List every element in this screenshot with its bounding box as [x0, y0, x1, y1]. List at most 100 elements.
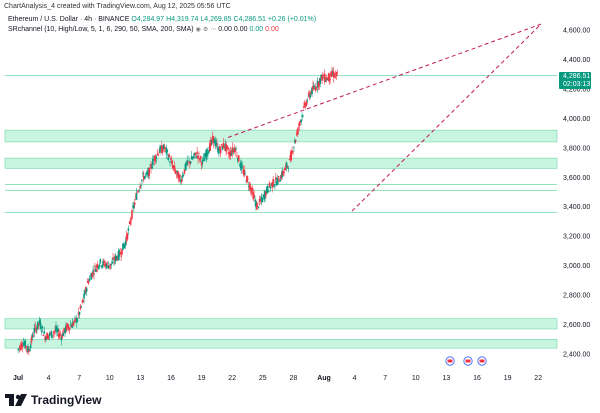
candle-body: [163, 147, 166, 149]
candle-body: [246, 175, 248, 183]
candle-body: [300, 119, 302, 123]
candle-body: [133, 202, 136, 205]
candle-body: [88, 278, 91, 281]
candle-body: [213, 138, 216, 144]
candle-body: [116, 257, 119, 260]
candle-body: [44, 336, 46, 341]
more-icon[interactable]: ⋯: [210, 27, 217, 33]
candle-body: [295, 133, 298, 136]
price-chart[interactable]: 4,600.00 4,400.00 4,200.00 4,000.00 3,800.00…: [0, 0, 600, 386]
candle-body: [247, 178, 249, 180]
candle-body: [191, 158, 194, 160]
candle-body: [57, 328, 59, 333]
price-axis: 4,600.00 4,400.00 4,200.00 4,000.00 3,800.00…: [563, 28, 590, 359]
candle-body: [33, 328, 36, 333]
price-tick-label: 3,200.00: [563, 234, 590, 241]
indicator-legend[interactable]: SRchannel (10, High/Low, 5, 1, 6, 290, 5…: [8, 26, 279, 33]
candle-body: [196, 151, 198, 154]
candle-body: [138, 190, 141, 191]
candle-body: [149, 165, 151, 166]
time-tick-label: 4: [353, 375, 357, 382]
candle-body: [179, 174, 181, 177]
candle-body: [142, 175, 145, 180]
price-tick-label: 2,600.00: [563, 322, 590, 329]
candle-body: [60, 337, 63, 341]
candle-body: [275, 177, 277, 180]
event-flag-icon[interactable]: [463, 356, 473, 366]
candle-body: [58, 333, 61, 336]
candle-body: [120, 255, 122, 257]
candle-body: [271, 182, 274, 188]
footer: TradingView: [0, 386, 600, 413]
candle-body: [32, 335, 35, 337]
candle-body: [183, 169, 186, 174]
candle-body: [19, 344, 22, 350]
candle-body: [41, 326, 44, 329]
candle-body: [73, 320, 75, 323]
settings-icon[interactable]: ⚙: [202, 27, 209, 33]
candle-body: [286, 166, 289, 167]
candle-body: [25, 346, 27, 349]
candle-body: [26, 349, 28, 351]
candle-body: [180, 179, 183, 182]
price-tick-label: 3,800.00: [563, 145, 590, 152]
candle-body: [248, 183, 251, 190]
candle-body: [329, 78, 331, 80]
candle-body: [66, 323, 69, 327]
candle-body: [229, 150, 232, 157]
candle-body: [99, 259, 102, 263]
time-tick-label: 19: [198, 375, 206, 382]
candle-body: [53, 331, 55, 333]
candle-body: [288, 159, 291, 160]
candle-body: [152, 159, 154, 166]
candle-body: [230, 152, 233, 155]
price-tick-label: 4,400.00: [563, 57, 590, 64]
candle-body: [174, 170, 177, 174]
candle-body: [178, 174, 180, 182]
candle-body: [20, 343, 23, 348]
price-tick-label: 4,200.00: [563, 86, 590, 93]
candle-body: [95, 269, 97, 272]
candle-body: [49, 332, 52, 334]
candle-body: [141, 179, 143, 182]
tradingview-logo[interactable]: TradingView: [5, 393, 101, 407]
time-axis: Jul 4 7 10 13 16 19 22 25 28 Aug 4 7 10 13 16 19 22: [13, 375, 542, 382]
candle-body: [156, 153, 159, 154]
candle-body: [55, 326, 57, 331]
main-series-legend[interactable]: Ethereum / U.S. Dollar · 4h · BINANCE O4…: [8, 16, 316, 23]
sr-zone: [4, 318, 558, 330]
candle-body: [310, 91, 312, 94]
candle-body: [265, 191, 267, 196]
time-tick-label: 16: [167, 375, 175, 382]
candle-body: [285, 165, 287, 167]
candle-body: [86, 281, 89, 283]
time-tick-label: 13: [443, 375, 451, 382]
candle-body: [203, 158, 206, 161]
candle-body: [206, 148, 208, 156]
candle-body: [135, 193, 138, 200]
time-tick-label: 16: [473, 375, 481, 382]
indicator-value-3: 0.00: [249, 26, 264, 33]
event-flag-icon[interactable]: [477, 356, 487, 366]
candle-body: [296, 128, 299, 135]
candle-body: [256, 204, 258, 210]
candle-body: [324, 80, 327, 82]
candle-body: [17, 349, 19, 350]
candle-body: [172, 165, 175, 168]
eye-icon[interactable]: ◉: [195, 27, 201, 33]
candle-body: [193, 152, 196, 156]
candle-body: [131, 210, 133, 219]
candle-body: [95, 265, 98, 268]
candle-body: [132, 206, 134, 208]
candle-body: [29, 344, 32, 349]
event-flag-icon[interactable]: [445, 356, 455, 366]
candle-body: [245, 180, 247, 182]
candle-body: [78, 312, 81, 315]
candle-body: [257, 206, 260, 208]
candle-body: [147, 171, 150, 176]
candle-body: [214, 140, 217, 146]
candle-body: [118, 250, 121, 257]
candle-body: [143, 176, 146, 179]
candle-body: [308, 93, 311, 98]
candle-body: [212, 135, 215, 144]
